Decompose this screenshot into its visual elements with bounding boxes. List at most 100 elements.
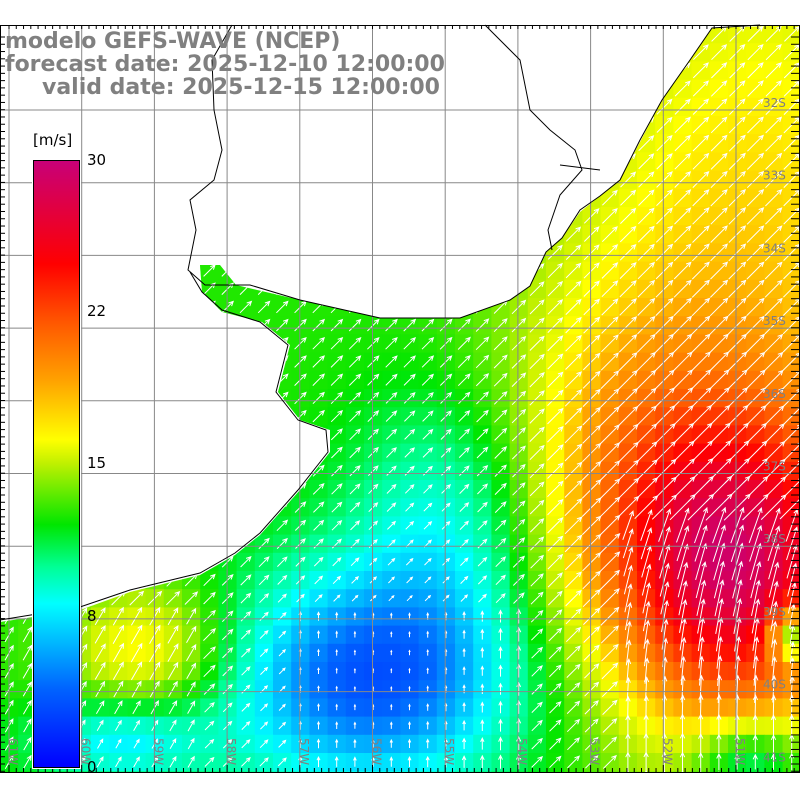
wind-arrow xyxy=(348,27,362,41)
wind-arrow xyxy=(765,170,783,189)
wind-arrow xyxy=(111,554,126,569)
wind-arrow xyxy=(439,191,453,205)
wind-arrow xyxy=(694,524,708,562)
wind-arrow xyxy=(130,536,144,550)
wind-arrow xyxy=(550,775,561,786)
speed-cell xyxy=(382,170,401,190)
wind-arrow xyxy=(475,154,490,168)
speed-cell xyxy=(345,261,365,281)
speed-cell xyxy=(236,352,256,372)
wind-arrow xyxy=(330,100,344,114)
wind-arrow xyxy=(366,282,380,296)
speed-cell xyxy=(418,207,438,226)
wind-arrow xyxy=(366,245,380,259)
wind-arrow xyxy=(421,245,435,259)
wind-arrow xyxy=(57,100,71,113)
speed-cell xyxy=(546,188,565,208)
wind-arrow xyxy=(312,227,326,241)
wind-arrow xyxy=(584,63,599,78)
wind-arrow xyxy=(239,154,253,168)
wind-arrow xyxy=(529,444,545,461)
wind-arrow xyxy=(547,280,564,297)
wind-arrow xyxy=(493,372,508,387)
wind-arrow xyxy=(130,427,144,441)
wind-arrow xyxy=(747,80,764,97)
wind-arrow xyxy=(313,501,325,513)
wind-arrow xyxy=(408,649,411,656)
wind-arrow xyxy=(530,554,545,569)
speed-cell xyxy=(218,389,238,408)
wind-arrow xyxy=(565,262,582,279)
speed-cell xyxy=(145,152,165,172)
wind-arrow xyxy=(278,776,287,785)
wind-arrow xyxy=(548,172,563,187)
wind-arrow xyxy=(602,153,618,169)
wind-arrow xyxy=(751,579,761,617)
speed-cell xyxy=(455,207,474,226)
wind-arrow xyxy=(656,189,673,207)
wind-arrow xyxy=(129,590,145,606)
wind-arrow xyxy=(203,427,216,441)
wind-arrow xyxy=(653,405,676,427)
wind-arrow xyxy=(130,173,144,186)
wind-arrow xyxy=(335,649,338,656)
speed-cell xyxy=(145,407,165,426)
wind-arrow xyxy=(565,608,582,625)
wind-arrow xyxy=(584,153,600,169)
speed-cell xyxy=(491,207,511,226)
wind-arrow xyxy=(166,100,180,113)
speed-cell xyxy=(127,334,147,354)
wind-arrow xyxy=(112,661,124,681)
speed-cell xyxy=(291,443,310,463)
speed-cell xyxy=(127,370,147,390)
speed-cell xyxy=(236,461,256,481)
speed-cell xyxy=(163,352,183,372)
wind-arrow xyxy=(617,441,639,464)
wind-arrow xyxy=(713,560,725,599)
wind-arrow xyxy=(602,99,618,115)
speed-cell xyxy=(218,370,238,390)
wind-arrow xyxy=(710,243,729,262)
wind-arrow xyxy=(654,387,676,409)
wind-arrow xyxy=(112,264,125,277)
wind-arrow xyxy=(459,502,470,512)
wind-arrow xyxy=(493,208,508,223)
wind-arrow xyxy=(349,465,361,477)
lon-label: 52W xyxy=(660,738,674,765)
wind-arrow xyxy=(637,279,656,298)
speed-cell xyxy=(564,152,583,172)
wind-arrow xyxy=(439,136,453,150)
wind-arrow xyxy=(421,172,435,186)
speed-cell xyxy=(91,243,110,263)
wind-arrow xyxy=(257,300,271,314)
speed-cell xyxy=(345,25,365,44)
wind-arrow xyxy=(680,675,686,703)
speed-cell xyxy=(236,771,256,773)
wind-arrow xyxy=(203,573,216,587)
wind-arrow xyxy=(673,315,693,335)
wind-arrow xyxy=(21,336,34,350)
speed-cell xyxy=(473,79,492,99)
wind-arrow xyxy=(203,227,216,241)
wind-arrow xyxy=(257,173,271,186)
wind-arrow xyxy=(258,574,270,586)
wind-arrow xyxy=(367,336,380,350)
wind-arrow xyxy=(673,261,692,280)
speed-cell xyxy=(582,61,602,81)
wind-arrow xyxy=(21,482,34,496)
wind-arrow xyxy=(312,173,326,186)
wind-arrow xyxy=(331,519,343,531)
wind-arrow xyxy=(460,557,469,566)
wind-arrow xyxy=(275,100,289,114)
speed-cell xyxy=(109,480,128,499)
wind-arrow xyxy=(547,208,563,224)
wind-arrow xyxy=(716,674,723,704)
speed-cell xyxy=(473,61,492,81)
wind-arrow xyxy=(564,425,583,444)
wind-arrow xyxy=(403,100,417,114)
wind-arrow xyxy=(166,355,180,368)
speed-cell xyxy=(546,43,565,62)
speed-cell xyxy=(218,480,238,499)
speed-cell xyxy=(145,97,165,117)
wind-arrow xyxy=(457,263,472,278)
